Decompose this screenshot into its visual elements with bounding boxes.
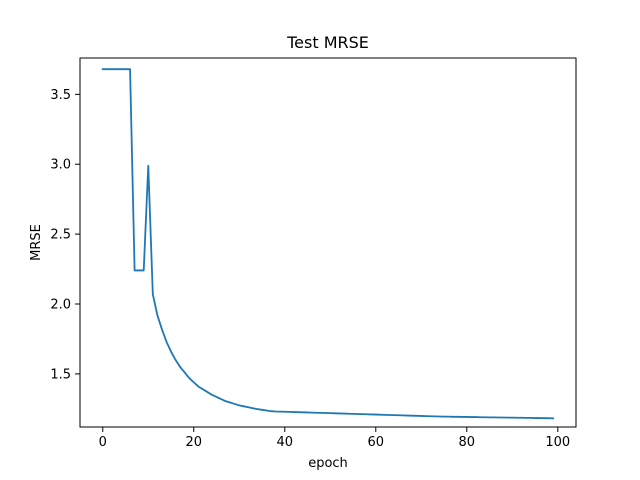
plot-area	[80, 58, 576, 427]
series-layer	[101, 68, 555, 420]
x-axis-ticks: 0 20 40 60 80 100	[99, 427, 570, 450]
x-tick-label: 40	[276, 435, 293, 450]
x-tick-label: 60	[368, 435, 385, 450]
x-tick-label: 100	[545, 435, 570, 450]
axes-frame	[79, 57, 577, 428]
x-tick-label: 20	[185, 435, 202, 450]
x-tick-label: 0	[99, 435, 107, 450]
y-tick-label: 2.0	[50, 298, 71, 313]
chart-title: Test MRSE	[286, 33, 369, 52]
y-axis-ticks: 1.5 2.0 2.5 3.0 3.5	[50, 88, 80, 382]
y-tick-label: 3.0	[50, 158, 71, 173]
series-line	[101, 68, 555, 420]
y-tick-label: 2.5	[50, 228, 71, 243]
y-axis-label: MRSE	[29, 224, 44, 261]
x-axis-label: epoch	[308, 456, 348, 471]
y-tick-label: 1.5	[50, 367, 71, 382]
x-tick-label: 80	[459, 435, 476, 450]
y-tick-label: 3.5	[50, 88, 71, 103]
